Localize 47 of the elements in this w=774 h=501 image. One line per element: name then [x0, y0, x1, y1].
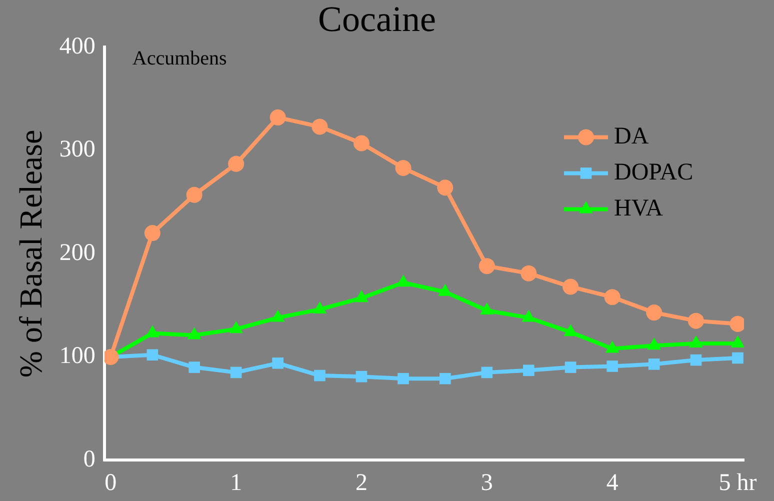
- point: [437, 180, 454, 196]
- point: [228, 156, 244, 172]
- x-tick-label: 4: [606, 470, 618, 496]
- point: [146, 349, 158, 361]
- point: [646, 304, 662, 321]
- x-tick-label: 0: [104, 470, 117, 496]
- point: [481, 366, 493, 378]
- legend-label: DA: [614, 123, 650, 150]
- point: [520, 265, 537, 282]
- point: [690, 354, 702, 366]
- point: [604, 289, 620, 306]
- point: [523, 364, 534, 376]
- x-tick-label: 3: [480, 470, 493, 496]
- point: [732, 352, 744, 364]
- x-tick-label: 1: [230, 470, 242, 496]
- point: [186, 186, 202, 203]
- point: [104, 348, 119, 365]
- y-tick-label: 0: [83, 446, 96, 472]
- y-axis-title: % of Basal Release: [12, 130, 49, 378]
- point: [562, 278, 579, 295]
- x-tick-label: 5 hr: [718, 470, 757, 496]
- legend-label: HVA: [614, 195, 664, 222]
- point: [314, 370, 326, 382]
- point: [395, 160, 412, 176]
- point: [312, 118, 328, 135]
- chart-title: Cocaine: [318, 0, 436, 40]
- y-tick-label: 300: [59, 136, 96, 163]
- y-tick-label: 400: [59, 33, 96, 60]
- y-tick-label: 100: [59, 343, 96, 370]
- point: [353, 135, 370, 152]
- legend-label: DOPAC: [614, 159, 694, 186]
- point: [606, 360, 618, 372]
- point: [272, 357, 284, 369]
- point: [398, 372, 409, 384]
- point: [648, 358, 660, 370]
- point: [478, 258, 495, 274]
- point: [144, 225, 160, 242]
- y-tick-label: 200: [59, 240, 96, 266]
- point: [188, 362, 200, 373]
- x-tick-label: 2: [355, 470, 368, 496]
- point: [270, 109, 286, 126]
- point: [439, 372, 451, 384]
- annotation: Accumbens: [132, 47, 228, 70]
- point: [564, 362, 576, 373]
- point: [230, 366, 242, 378]
- point: [688, 312, 704, 329]
- point: [356, 370, 368, 382]
